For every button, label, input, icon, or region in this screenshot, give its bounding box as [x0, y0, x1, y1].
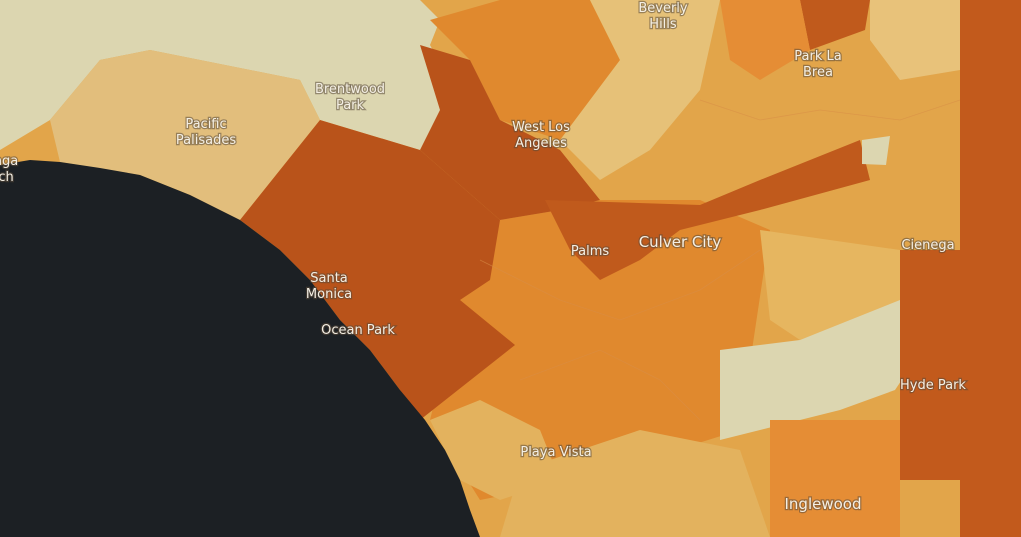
place-label: Park — [336, 98, 365, 113]
region-orange — [430, 0, 620, 140]
place-label: Brea — [803, 65, 833, 80]
boundary — [699, 99, 961, 121]
region-orange — [720, 0, 810, 80]
region-orange — [770, 420, 900, 537]
region-dark — [545, 140, 870, 280]
ocean — [0, 160, 480, 537]
place-label: Pacific — [185, 117, 226, 132]
place-label: ch — [0, 170, 14, 185]
place-label: Palisades — [176, 133, 236, 148]
place-label: Playa Vista — [520, 445, 591, 460]
place-label: Brentwood — [315, 82, 385, 97]
place-label: Culver City — [639, 233, 722, 251]
region-light — [50, 50, 320, 220]
region-dark — [800, 0, 870, 50]
region-dark — [960, 0, 1021, 537]
boundary — [479, 249, 761, 321]
region-dark — [900, 250, 965, 480]
place-label: Beverly — [638, 1, 688, 16]
place-label: nga — [0, 154, 18, 169]
region-dark — [420, 45, 600, 220]
place-label: West Los — [512, 120, 570, 135]
place-label: Santa — [310, 271, 348, 286]
place-label: Hills — [649, 17, 677, 32]
region-pale — [0, 0, 460, 150]
region-light — [560, 0, 720, 180]
place-label: Hyde Park — [900, 378, 966, 393]
place-label: Park La — [794, 49, 841, 64]
region-pale — [720, 300, 915, 440]
place-label: Angeles — [515, 136, 567, 151]
place-label: Monica — [306, 287, 352, 302]
region-dark — [240, 120, 515, 420]
boundary — [519, 349, 701, 421]
place-label: Inglewood — [785, 495, 862, 513]
region-light — [870, 0, 960, 80]
region-pale — [862, 136, 890, 165]
place-label: Palms — [571, 244, 609, 259]
place-label: Cienega — [901, 238, 954, 253]
region-light — [500, 430, 770, 537]
place-label: Ocean Park — [321, 323, 395, 338]
